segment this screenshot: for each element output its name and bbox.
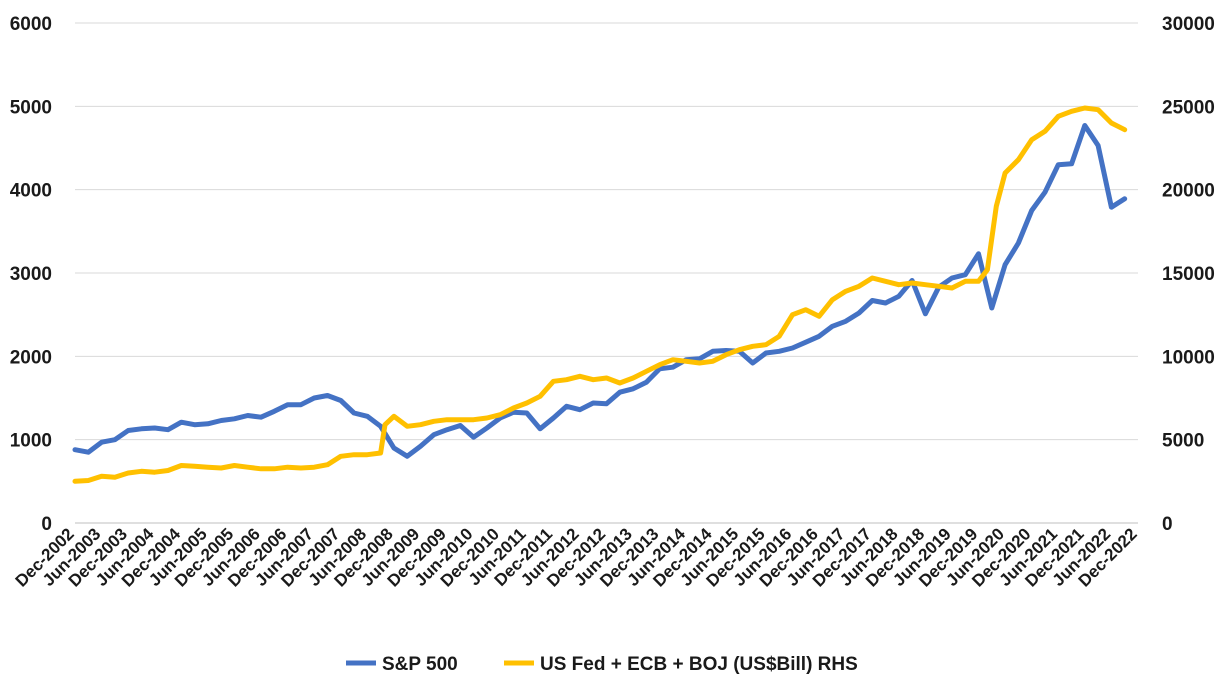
right-tick-label: 25000 xyxy=(1162,97,1215,118)
x-axis-tick-labels: Dec-2002Jun-2003Dec-2003Jun-2004Dec-2004… xyxy=(12,524,1141,591)
gridlines xyxy=(75,22,1138,524)
legend: S&P 500 US Fed + ECB + BOJ (US$Bill) RHS xyxy=(346,654,858,675)
left-tick-label: 2000 xyxy=(10,347,52,368)
left-tick-label: 3000 xyxy=(10,264,52,285)
legend-label: S&P 500 xyxy=(382,654,458,675)
left-tick-label: 4000 xyxy=(10,181,52,202)
right-tick-label: 0 xyxy=(1162,514,1173,535)
right-tick-label: 15000 xyxy=(1162,264,1215,285)
right-tick-label: 20000 xyxy=(1162,181,1215,202)
series-line-central-bank-assets xyxy=(72,105,1128,484)
right-tick-label: 30000 xyxy=(1162,14,1215,35)
left-tick-label: 1000 xyxy=(10,431,52,452)
right-tick-label: 5000 xyxy=(1162,431,1204,452)
left-axis-tick-labels: 0 1000 2000 3000 4000 5000 6000 xyxy=(10,14,52,535)
left-tick-label: 6000 xyxy=(10,14,52,35)
right-axis-tick-labels: 0 5000 10000 15000 20000 25000 30000 xyxy=(1162,14,1215,535)
left-tick-label: 5000 xyxy=(10,97,52,118)
series-line-sp500 xyxy=(72,123,1128,459)
right-tick-label: 10000 xyxy=(1162,347,1215,368)
legend-label: US Fed + ECB + BOJ (US$Bill) RHS xyxy=(540,654,858,675)
series-lines xyxy=(72,105,1128,484)
left-tick-label: 0 xyxy=(41,514,52,535)
